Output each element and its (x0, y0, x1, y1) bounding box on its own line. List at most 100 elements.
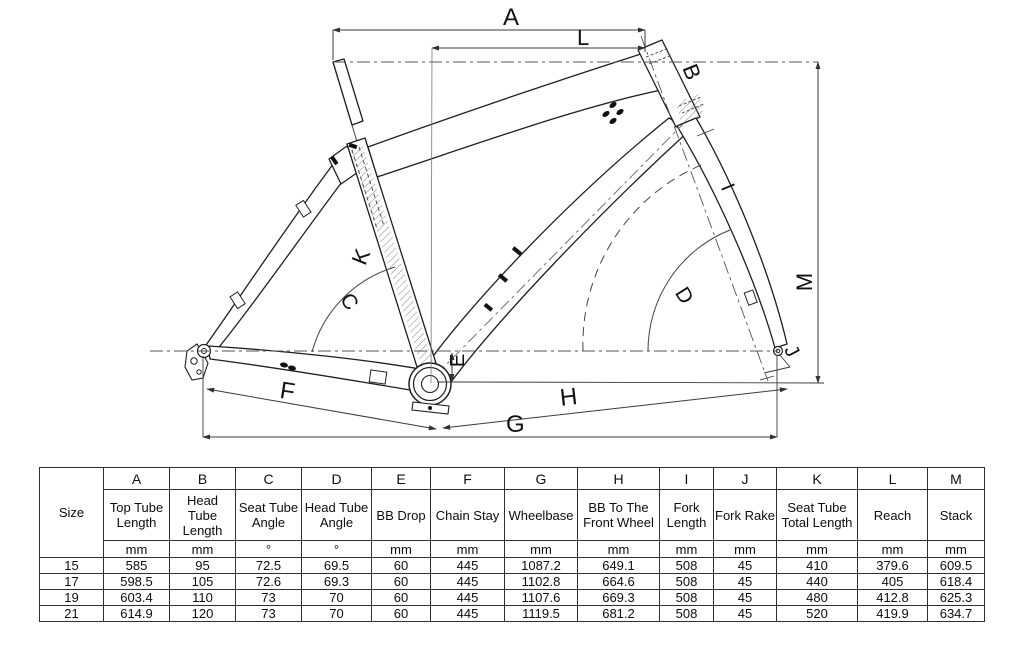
column-letter-C: C (235, 467, 302, 490)
value-cell: 45 (713, 589, 777, 606)
value-cell: 60 (371, 605, 431, 622)
column-unit-B: mm (169, 540, 236, 558)
column-name-H: BB To The Front Wheel (577, 489, 660, 541)
column-name-G: Wheelbase (504, 489, 578, 541)
value-cell: 105 (169, 573, 236, 590)
column-letter-B: B (169, 467, 236, 490)
column-unit-H: mm (577, 540, 660, 558)
value-cell: 508 (659, 557, 714, 574)
frame-details (350, 47, 705, 381)
column-unit-M: mm (927, 540, 985, 558)
value-cell: 1119.5 (504, 605, 578, 622)
value-cell: 480 (776, 589, 858, 606)
value-cell: 45 (713, 573, 777, 590)
value-cell: 120 (169, 605, 236, 622)
reach-extension (430, 47, 433, 384)
value-cell: 598.5 (103, 573, 170, 590)
column-unit-I: mm (659, 540, 714, 558)
column-name-M: Stack (927, 489, 985, 541)
dim-label-e: E (447, 353, 470, 368)
fork-blade (676, 117, 788, 349)
dim-label-g: G (506, 411, 525, 438)
frame-drawing-svg (150, 27, 825, 440)
value-cell: 60 (371, 573, 431, 590)
column-unit-F: mm (430, 540, 505, 558)
size-header-cell: Size (39, 467, 104, 558)
value-cell: 45 (713, 605, 777, 622)
seat-angle-arc (311, 266, 396, 353)
value-cell: 45 (713, 557, 777, 574)
value-cell: 1087.2 (504, 557, 578, 574)
dim-label-h: H (558, 383, 579, 412)
value-cell: 410 (776, 557, 858, 574)
value-cell: 508 (659, 605, 714, 622)
value-cell: 520 (776, 605, 858, 622)
column-unit-C: ° (235, 540, 302, 558)
column-letter-L: L (857, 467, 928, 490)
column-letter-H: H (577, 467, 660, 490)
column-letter-A: A (103, 467, 170, 490)
column-letter-E: E (371, 467, 431, 490)
column-letter-M: M (927, 467, 985, 490)
column-name-A: Top Tube Length (103, 489, 170, 541)
value-cell: 445 (430, 605, 505, 622)
column-name-E: BB Drop (371, 489, 431, 541)
value-cell: 73 (235, 589, 302, 606)
column-unit-A: mm (103, 540, 170, 558)
column-unit-K: mm (776, 540, 858, 558)
column-unit-E: mm (371, 540, 431, 558)
value-cell: 69.5 (301, 557, 372, 574)
frame-diagram: A L B I M K C D E F G H J (150, 4, 825, 440)
column-name-B: Head Tube Length (169, 489, 236, 541)
value-cell: 618.4 (927, 573, 985, 590)
size-value-cell: 19 (39, 589, 104, 606)
value-cell: 440 (776, 573, 858, 590)
size-row-19: 19 603.4 110 73 70 60 445 1107.6 669.3 508 45 480 41… (39, 589, 985, 606)
size-row-15: 15 585 95 72.5 69.5 60 445 1087.2 649.1 508 45 410 3… (39, 557, 985, 574)
size-row-21: 21 614.9 120 73 70 60 445 1119.5 681.2 508 45 520 41… (39, 605, 985, 622)
value-cell: 69.3 (301, 573, 372, 590)
value-cell: 669.3 (577, 589, 660, 606)
value-cell: 585 (103, 557, 170, 574)
fork-length-tick (696, 128, 715, 137)
column-letter-I: I (659, 467, 714, 490)
column-letter-D: D (301, 467, 372, 490)
column-unit-J: mm (713, 540, 777, 558)
value-cell: 664.6 (577, 573, 660, 590)
value-cell: 419.9 (857, 605, 928, 622)
column-name-F: Chain Stay (430, 489, 505, 541)
angle-arcs (311, 162, 731, 353)
column-unit-L: mm (857, 540, 928, 558)
column-unit-D: ° (301, 540, 372, 558)
dimension-lines (202, 27, 825, 440)
dim-h-line (442, 387, 788, 430)
frame-fittings (229, 101, 758, 385)
frame-tubes (205, 39, 788, 393)
column-name-D: Head Tube Angle (301, 489, 372, 541)
value-cell: 405 (857, 573, 928, 590)
size-value-cell: 21 (39, 605, 104, 622)
head-angle-arc (647, 229, 731, 352)
value-cell: 445 (430, 573, 505, 590)
size-value-cell: 15 (39, 557, 104, 574)
value-cell: 625.3 (927, 589, 985, 606)
value-cell: 508 (659, 573, 714, 590)
chain-stay (207, 345, 423, 393)
dim-f-line (206, 387, 437, 431)
value-cell: 110 (169, 589, 236, 606)
value-cell: 445 (430, 589, 505, 606)
value-cell: 73 (235, 605, 302, 622)
column-letter-F: F (430, 467, 505, 490)
value-cell: 614.9 (103, 605, 170, 622)
value-cell: 609.5 (927, 557, 985, 574)
dim-label-l: L (577, 25, 590, 50)
column-letter-K: K (776, 467, 858, 490)
value-cell: 72.6 (235, 573, 302, 590)
dim-label-a: A (503, 4, 520, 31)
head-angle-arc-dashed (582, 162, 707, 352)
steering-axis (640, 35, 769, 382)
size-row-17: 17 598.5 105 72.6 69.3 60 445 1102.8 664.6 508 45 4… (39, 573, 985, 590)
column-name-L: Reach (857, 489, 928, 541)
value-cell: 60 (371, 557, 431, 574)
